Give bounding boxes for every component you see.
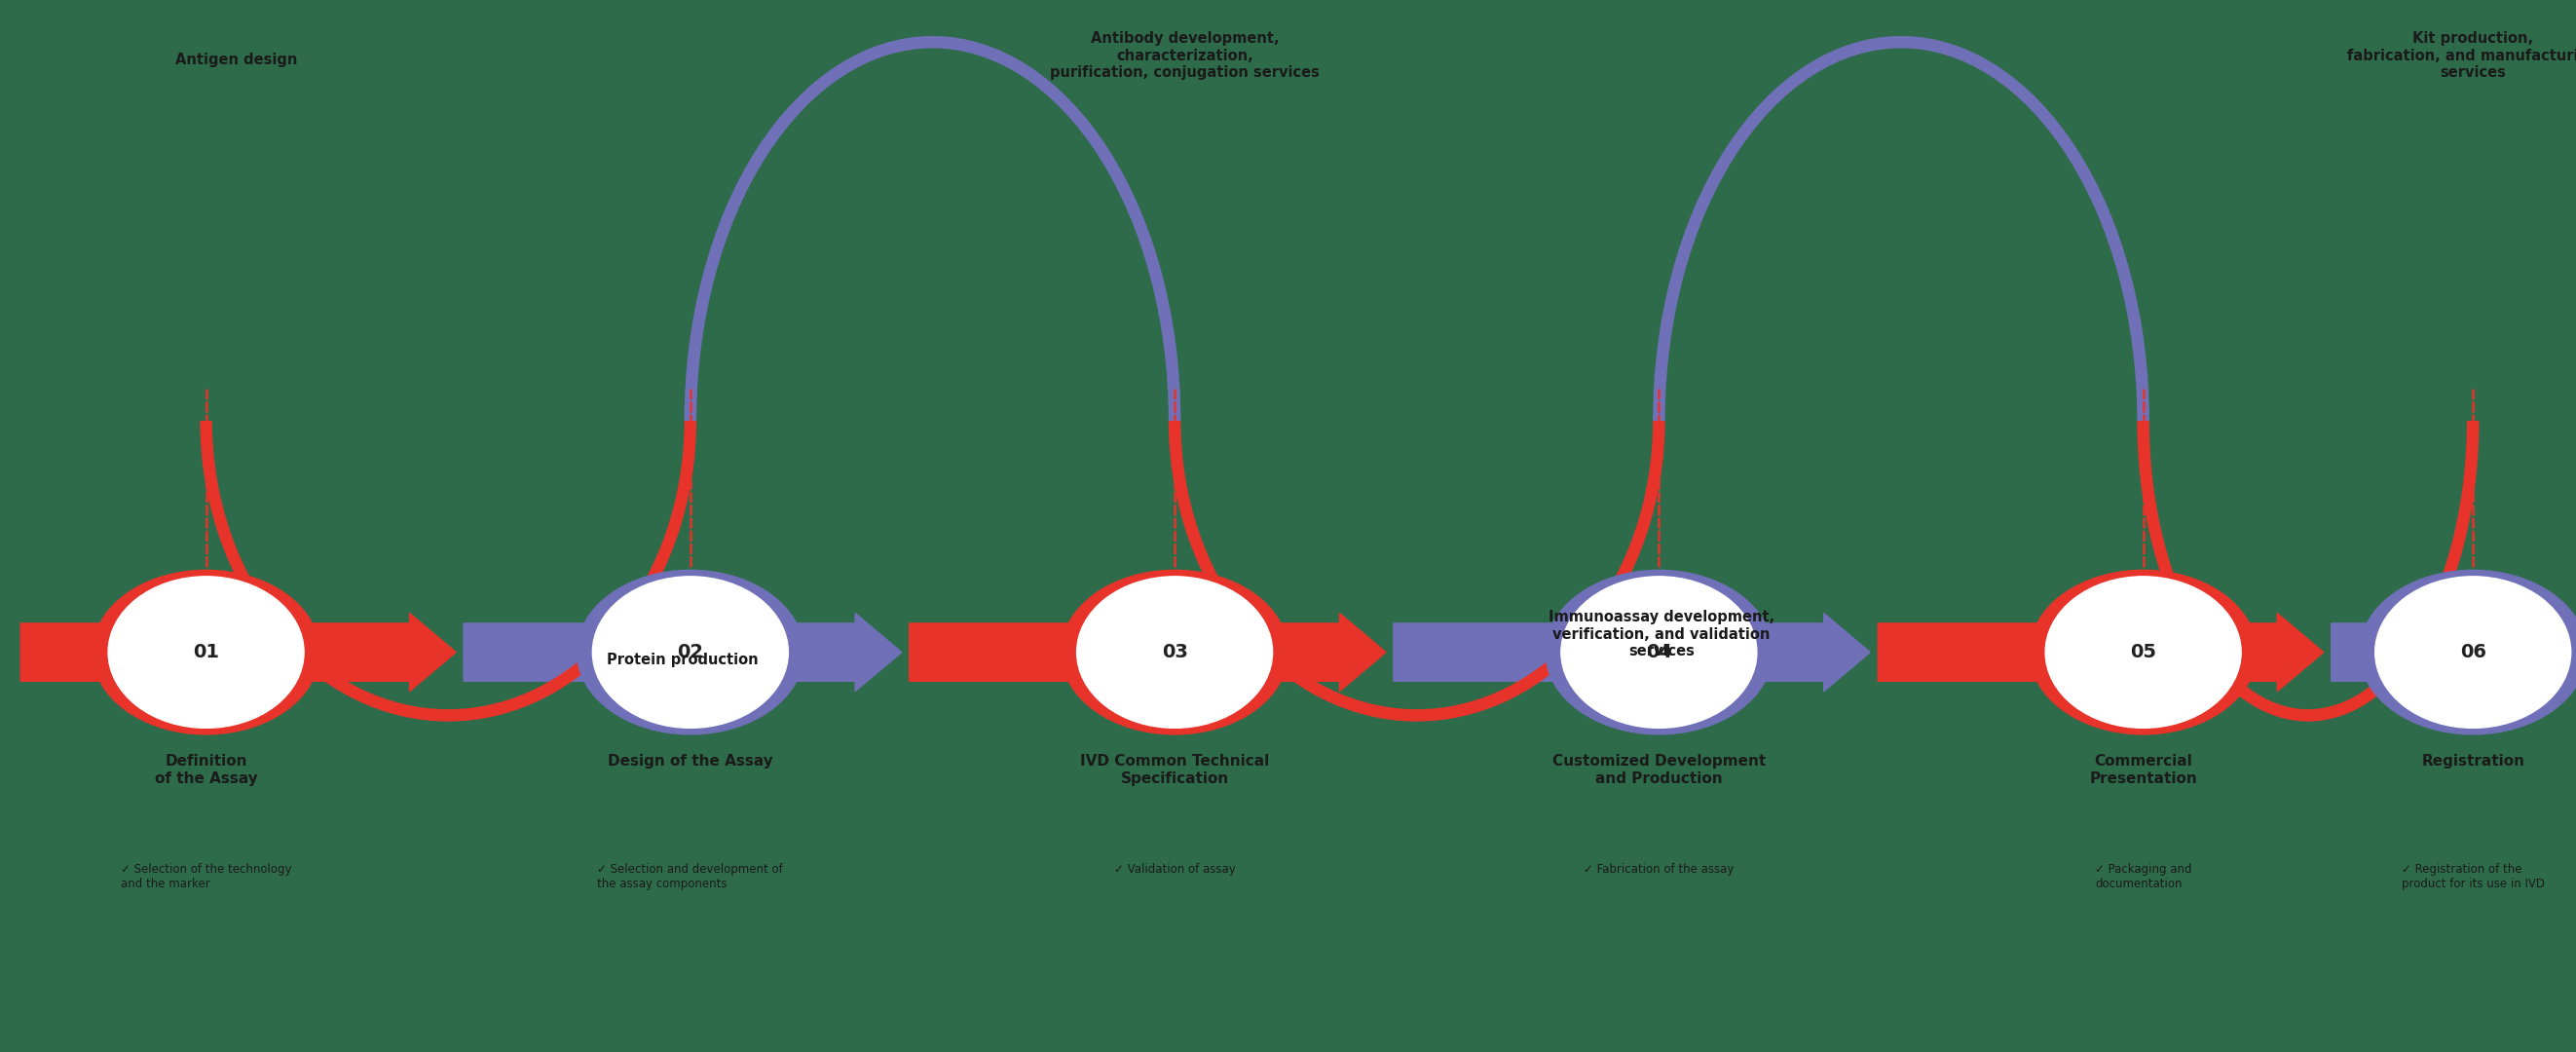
Text: ✓ Registration of the
product for its use in IVD: ✓ Registration of the product for its us… bbox=[2401, 863, 2545, 890]
Ellipse shape bbox=[2360, 570, 2576, 734]
Ellipse shape bbox=[2030, 570, 2257, 734]
Ellipse shape bbox=[1561, 576, 1757, 728]
FancyArrow shape bbox=[1394, 613, 1870, 691]
Text: Customized Development
and Production: Customized Development and Production bbox=[1553, 754, 1765, 786]
Ellipse shape bbox=[1077, 576, 1273, 728]
Text: ✓ Fabrication of the assay: ✓ Fabrication of the assay bbox=[1584, 863, 1734, 875]
Ellipse shape bbox=[93, 570, 319, 734]
Text: Antibody development,
characterization,
purification, conjugation services: Antibody development, characterization, … bbox=[1051, 32, 1319, 80]
Text: 01: 01 bbox=[193, 643, 219, 662]
Text: Antigen design: Antigen design bbox=[175, 53, 296, 67]
Text: Registration: Registration bbox=[2421, 754, 2524, 769]
Ellipse shape bbox=[108, 576, 304, 728]
Text: 04: 04 bbox=[1646, 643, 1672, 662]
Ellipse shape bbox=[1546, 570, 1772, 734]
FancyArrow shape bbox=[909, 613, 1386, 691]
Text: ✓ Selection of the technology
and the marker: ✓ Selection of the technology and the ma… bbox=[121, 863, 291, 890]
Text: 05: 05 bbox=[2130, 643, 2156, 662]
Text: ✓ Selection and development of
the assay components: ✓ Selection and development of the assay… bbox=[598, 863, 783, 890]
Text: Protein production: Protein production bbox=[608, 652, 757, 667]
Text: IVD Common Technical
Specification: IVD Common Technical Specification bbox=[1079, 754, 1270, 786]
Text: 06: 06 bbox=[2460, 643, 2486, 662]
Ellipse shape bbox=[2045, 576, 2241, 728]
FancyArrow shape bbox=[1878, 613, 2324, 691]
Text: Immunoassay development,
verification, and validation
services: Immunoassay development, verification, a… bbox=[1548, 610, 1775, 659]
Ellipse shape bbox=[592, 576, 788, 728]
Ellipse shape bbox=[2375, 576, 2571, 728]
Text: Kit production,
fabrication, and manufacturing
services: Kit production, fabrication, and manufac… bbox=[2347, 32, 2576, 80]
FancyArrow shape bbox=[464, 613, 902, 691]
Text: 03: 03 bbox=[1162, 643, 1188, 662]
Text: ✓ Validation of assay: ✓ Validation of assay bbox=[1113, 863, 1236, 875]
Text: Design of the Assay: Design of the Assay bbox=[608, 754, 773, 769]
Ellipse shape bbox=[1061, 570, 1288, 734]
FancyArrow shape bbox=[2331, 613, 2509, 691]
Text: ✓ Packaging and
documentation: ✓ Packaging and documentation bbox=[2094, 863, 2192, 890]
FancyArrow shape bbox=[21, 613, 456, 691]
Text: Commercial
Presentation: Commercial Presentation bbox=[2089, 754, 2197, 786]
Text: Definition
of the Assay: Definition of the Assay bbox=[155, 754, 258, 786]
Ellipse shape bbox=[577, 570, 804, 734]
Text: 02: 02 bbox=[677, 643, 703, 662]
